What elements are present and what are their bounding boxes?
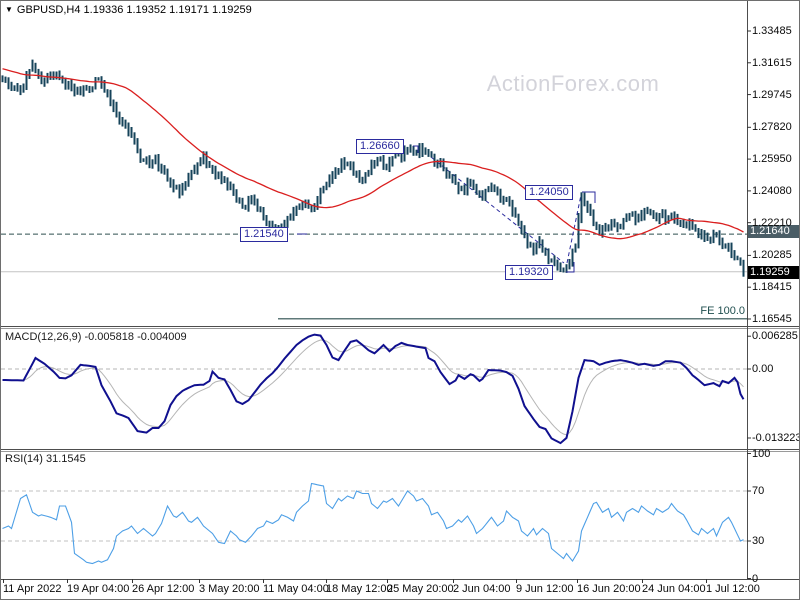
annotation-connector-0 <box>413 145 419 153</box>
rsi-line[interactable] <box>2 482 744 565</box>
rsi-pane[interactable] <box>1 482 747 565</box>
price-annotation-box[interactable]: 1.24050 <box>525 185 573 200</box>
macd-main-line[interactable] <box>2 333 745 445</box>
price-annotation-box[interactable]: 1.26660 <box>356 139 404 154</box>
moving-average-line[interactable] <box>2 68 744 240</box>
price-annotation-box[interactable]: 1.19320 <box>505 265 553 280</box>
dashed-trendline-1[interactable] <box>566 194 582 264</box>
price-pane[interactable] <box>1 59 747 320</box>
price-annotation-box[interactable]: 1.21540 <box>240 227 288 242</box>
annotation-connector-3 <box>566 262 575 273</box>
dropdown-arrow-icon[interactable]: ▼ <box>5 5 13 14</box>
macd-signal-line[interactable] <box>2 339 744 436</box>
symbol-header: ▼ GBPUSD,H4 1.19336 1.19352 1.19171 1.192… <box>5 4 252 16</box>
macd-pane[interactable] <box>1 333 747 445</box>
annotation-connector-1 <box>582 191 596 203</box>
symbol-ohlc-line: GBPUSD,H4 1.19336 1.19352 1.19171 1.1925… <box>16 4 252 16</box>
